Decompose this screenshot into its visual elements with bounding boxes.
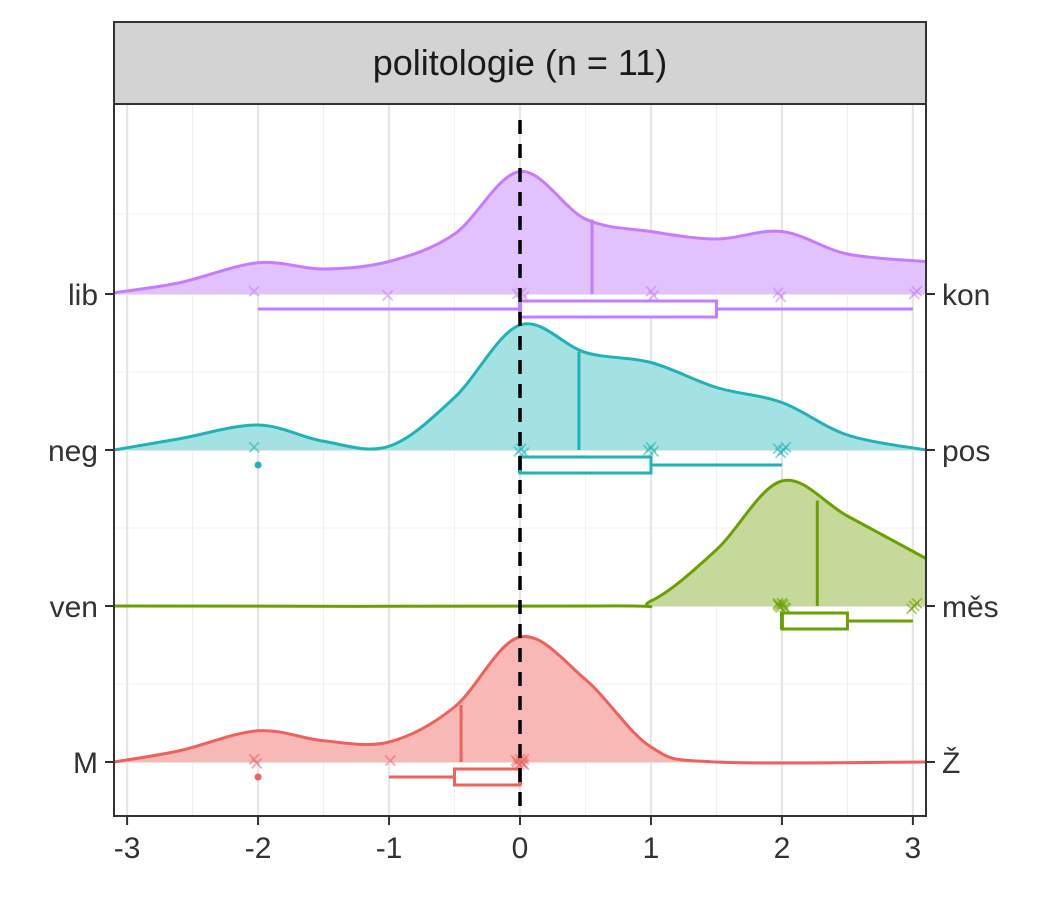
x-tick-label: 3: [905, 832, 922, 865]
box-iqr: [518, 299, 718, 319]
facet-strip: politologie (n = 11): [113, 21, 927, 105]
data-point: [911, 285, 923, 297]
facet-title: politologie (n = 11): [373, 42, 668, 83]
x-tick-label: -1: [376, 832, 403, 865]
density-curve: [113, 635, 927, 765]
y-label-left: M: [73, 747, 98, 780]
box-outlier: [254, 461, 262, 469]
data-point: [248, 285, 260, 297]
data-point: [647, 289, 660, 302]
y-label-left: neg: [48, 435, 98, 468]
data-point: [772, 598, 784, 611]
y-label-right: měs: [942, 591, 999, 624]
data-point: [774, 291, 787, 303]
box-outlier: [254, 773, 262, 781]
box-iqr: [453, 767, 522, 787]
data-point: [248, 441, 260, 453]
density-area: [114, 171, 926, 294]
x-tick-label: 1: [643, 832, 660, 865]
data-point: [251, 757, 263, 770]
box-iqr: [518, 455, 653, 475]
data-point: [778, 601, 791, 614]
axes: -3 -2 -1 0 1 2 3 lib kon neg pos ven měs M Ž: [48, 279, 999, 865]
x-tick-label: 2: [774, 832, 791, 865]
x-tick-label: 0: [512, 832, 529, 865]
facet-strip-background: [113, 21, 927, 105]
y-label-right: Ž: [942, 747, 960, 780]
y-label-left: ven: [50, 591, 98, 624]
y-label-right: pos: [942, 435, 990, 468]
data-point: [382, 289, 394, 302]
data-point: [911, 597, 923, 609]
y-label-left: lib: [68, 279, 98, 312]
x-tick-label: -2: [245, 832, 272, 865]
density-area: [114, 480, 926, 607]
y-label-right: kon: [942, 279, 990, 312]
series-ven-měs: [113, 478, 927, 631]
box-iqr: [780, 611, 849, 631]
data-point: [384, 754, 396, 767]
density-curve: [113, 478, 927, 609]
data-point: [647, 445, 660, 458]
data-point: [780, 441, 792, 453]
x-tick-label: -3: [114, 832, 141, 865]
